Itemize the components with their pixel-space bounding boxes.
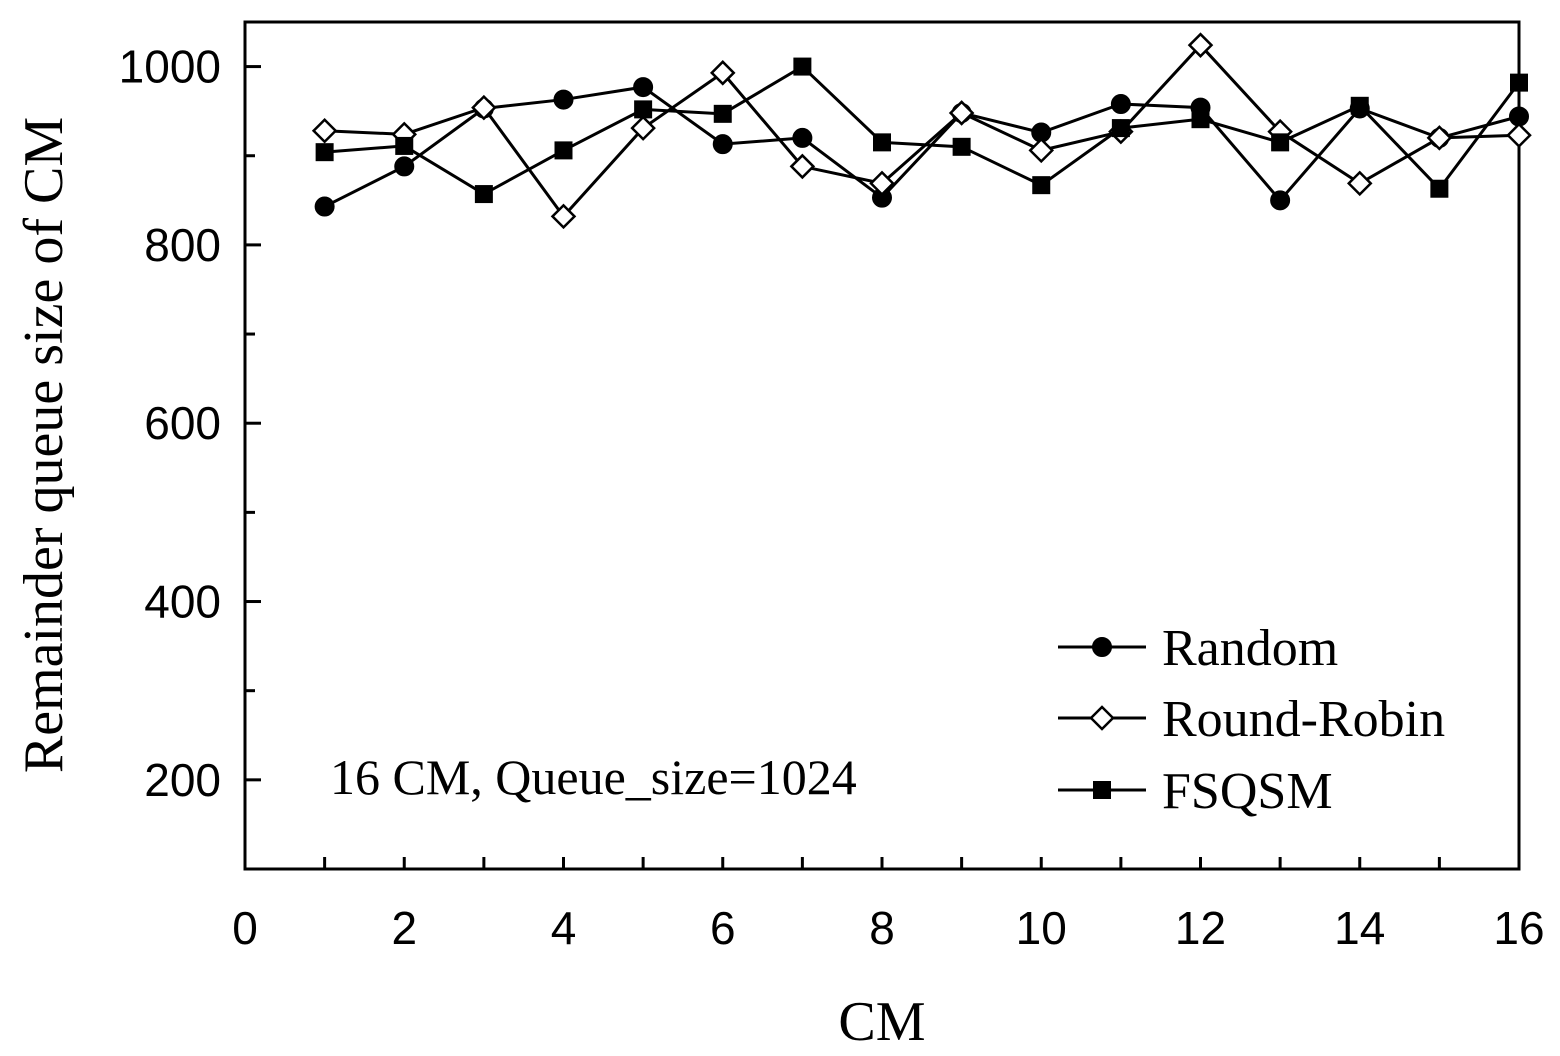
data-point-random: [633, 77, 654, 98]
data-point-fsqsm: [395, 136, 414, 155]
y-axis-title: Remainder queue size of CM: [13, 117, 75, 773]
series-line-fsqsm: [324, 64, 1521, 196]
legend-label: FSQSM: [1162, 763, 1333, 820]
data-point-fsqsm: [793, 57, 812, 76]
data-point-fsqsm: [1032, 176, 1051, 195]
x-tick-label: 6: [710, 902, 736, 954]
data-point-random: [1110, 94, 1131, 115]
series-line-round-robin: [324, 42, 1520, 219]
data-point-fsqsm: [873, 133, 891, 152]
data-point-round-robin: [1346, 170, 1373, 197]
legend-marker-random: [1092, 637, 1112, 657]
data-point-fsqsm: [713, 104, 732, 123]
data-point-fsqsm: [1271, 133, 1290, 152]
legend-marker-fsqsm: [1093, 781, 1111, 799]
series-line-random: [323, 85, 1520, 208]
x-tick-label: 12: [1175, 902, 1226, 954]
x-tick-label: 16: [1493, 902, 1544, 954]
series-layer: [311, 32, 1532, 230]
x-tick-label: 2: [391, 902, 417, 954]
y-tick-label: 1000: [119, 41, 221, 93]
data-point-round-robin: [1426, 125, 1453, 151]
plot-annotation: 16 CM, Queue_size=1024: [330, 749, 857, 805]
data-point-round-robin: [550, 203, 577, 230]
x-tick-label: 10: [1016, 902, 1067, 954]
data-point-fsqsm: [1191, 110, 1210, 129]
x-axis-title: CM: [838, 991, 925, 1053]
data-point-fsqsm: [554, 141, 573, 160]
legend-entry-fsqsm: FSQSM: [1058, 763, 1333, 820]
data-point-fsqsm: [1350, 96, 1369, 115]
data-point-round-robin: [471, 94, 497, 121]
data-point-fsqsm: [1111, 119, 1130, 138]
y-tick-label: 200: [144, 754, 221, 806]
data-point-round-robin: [630, 115, 656, 141]
x-tick-label: 8: [869, 902, 895, 954]
legend-entry-round-robin: Round-Robin: [1058, 691, 1445, 748]
x-tick-label: 4: [551, 902, 577, 954]
legend-marker-round-robin: [1089, 705, 1115, 731]
data-point-round-robin: [1187, 32, 1214, 58]
legend: Random Round-Robin FSQSM: [1058, 620, 1445, 820]
data-point-random: [712, 134, 733, 155]
data-point-fsqsm: [474, 185, 493, 204]
x-tick-label: 14: [1334, 902, 1385, 954]
y-tick-label: 600: [144, 397, 221, 449]
y-axis-ticks: 200 400 600 800 1000: [119, 41, 261, 806]
data-point-random: [394, 156, 415, 177]
x-axis-ticks: 0 2 4 6 8 10 12 14 16: [232, 857, 1545, 954]
data-point-round-robin: [869, 170, 895, 197]
data-point-round-robin: [948, 100, 975, 126]
data-point-round-robin: [1506, 122, 1532, 148]
data-point-fsqsm: [1510, 73, 1528, 92]
data-point-fsqsm: [952, 137, 971, 156]
x-tick-label: 0: [232, 902, 258, 954]
y-tick-label: 400: [144, 576, 221, 628]
data-point-round-robin: [311, 118, 338, 144]
data-point-fsqsm: [1430, 179, 1449, 198]
series-fsqsm: [315, 57, 1528, 204]
data-point-round-robin: [709, 60, 736, 86]
data-point-fsqsm: [634, 100, 653, 119]
y-tick-label: 800: [144, 219, 221, 271]
data-point-fsqsm: [315, 143, 334, 162]
data-point-random: [792, 127, 813, 148]
legend-entry-random: Random: [1058, 620, 1338, 677]
legend-label: Round-Robin: [1162, 691, 1445, 748]
data-point-random: [314, 196, 335, 217]
legend-label: Random: [1162, 620, 1338, 677]
data-point-round-robin: [1028, 137, 1055, 164]
data-point-random: [553, 89, 574, 110]
data-point-round-robin: [789, 153, 816, 180]
series-round-robin: [311, 32, 1532, 230]
data-point-random: [1270, 190, 1291, 211]
